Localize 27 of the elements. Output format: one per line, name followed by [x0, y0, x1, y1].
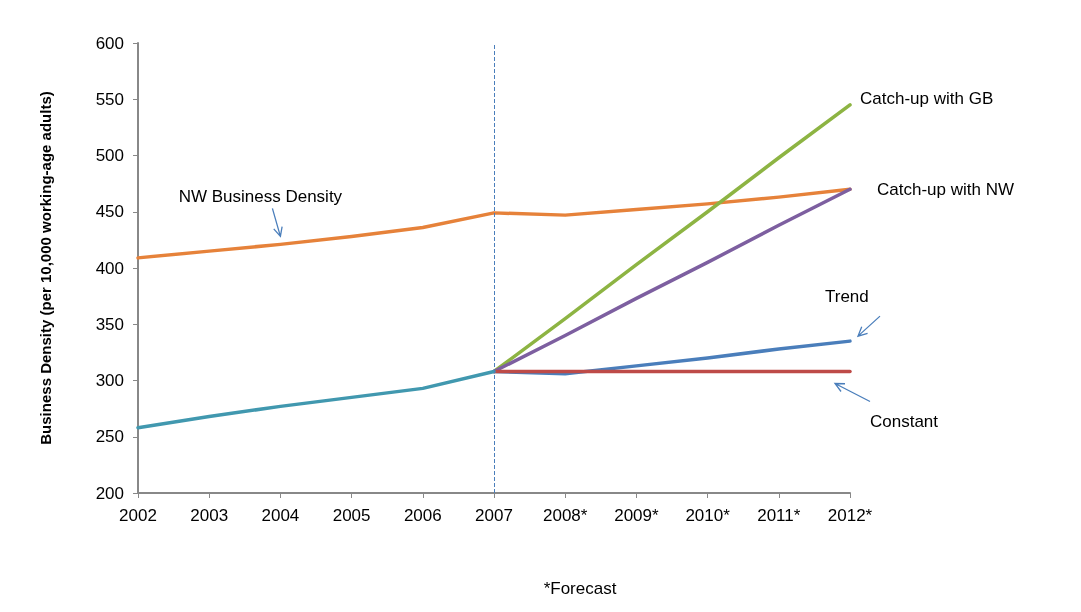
y-tick-label: 550: [95, 89, 124, 109]
text: Constant: [870, 412, 939, 431]
series-label: Catch-up with NW: [877, 179, 1014, 199]
x-tick-label: 2010*: [685, 506, 731, 525]
y-tick-label: 400: [95, 258, 124, 278]
x-tick-label: 2009*: [614, 506, 659, 525]
y-tick-label: 350: [95, 314, 124, 334]
x-tick-label: 2012*: [827, 506, 873, 525]
text: Trend: [825, 286, 869, 306]
x-tick-label: 2008*: [542, 506, 588, 525]
x-tick-label: 2002: [119, 506, 157, 525]
series-label: Catch-up with GB: [860, 89, 994, 109]
y-tick-label: 200: [95, 483, 124, 503]
x-tick-label: 2003: [190, 506, 229, 525]
x-tick-label: 2006: [403, 506, 442, 525]
y-axis-title: Business Density (per 10,000 working-age adults): [37, 91, 54, 445]
y-tick-label: 450: [95, 202, 124, 222]
y-tick-label: 500: [95, 146, 124, 165]
y-tick-label: 250: [95, 427, 124, 447]
x-tick-label: 2005: [332, 506, 371, 525]
x-tick-label: 2004: [261, 506, 300, 525]
series-label: NW Business Density: [178, 187, 343, 207]
y-tick-label: 300: [95, 371, 124, 390]
y-tick-label: 600: [95, 33, 124, 53]
x-tick-label: 2011*: [757, 506, 801, 525]
text: *Forecast: [543, 579, 617, 598]
x-tick-label: 2007: [475, 506, 513, 525]
